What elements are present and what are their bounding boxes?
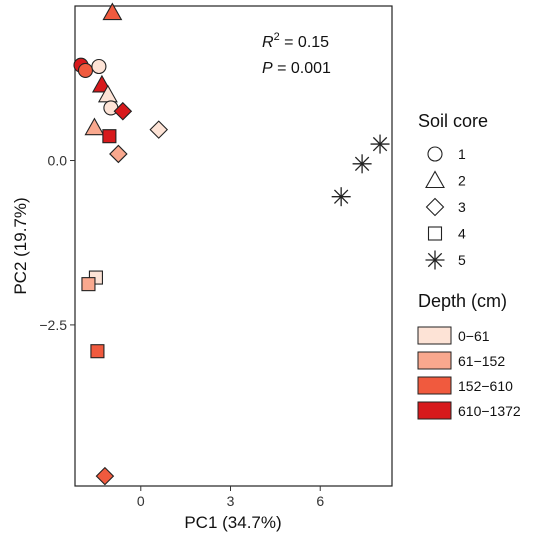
p-value-annotation: P = 0.001 bbox=[262, 60, 331, 77]
legend-soil-core-title: Soil core bbox=[418, 111, 488, 131]
data-point bbox=[102, 2, 123, 21]
y-axis-title: PC2 (19.7%) bbox=[11, 197, 30, 294]
legend-depth-swatch bbox=[417, 326, 452, 345]
legend-shape-key bbox=[427, 226, 443, 241]
legend-depth-swatch bbox=[417, 401, 452, 420]
legend-shape-key bbox=[425, 250, 445, 270]
legend-depth-swatch bbox=[417, 376, 452, 395]
r-squared-annotation: R2 = 0.15 bbox=[262, 31, 329, 51]
x-tick-label: 3 bbox=[227, 493, 235, 509]
data-point bbox=[113, 101, 133, 121]
legend-depth: Depth (cm) 0−61 61−152 152−610 610−1372 bbox=[417, 291, 521, 420]
legend-depth-title: Depth (cm) bbox=[418, 291, 507, 311]
legend-depth-label: 61−152 bbox=[458, 353, 505, 369]
data-point bbox=[91, 58, 107, 75]
legend-shape-key bbox=[425, 197, 445, 217]
x-tick-label: 6 bbox=[316, 493, 324, 509]
data-point bbox=[109, 144, 128, 164]
data-point bbox=[95, 466, 115, 486]
data-point bbox=[77, 62, 94, 78]
x-axis-title: PC1 (34.7%) bbox=[184, 513, 281, 532]
data-point bbox=[149, 120, 169, 139]
data-point bbox=[352, 154, 372, 174]
x-tick-label: 0 bbox=[137, 493, 145, 509]
y-tick-label: 0.0 bbox=[48, 153, 68, 169]
legend-soil-core-label: 3 bbox=[458, 199, 466, 215]
data-point bbox=[370, 134, 390, 154]
data-point bbox=[81, 277, 96, 292]
points-layer bbox=[73, 2, 390, 486]
legend-soil-core-label: 4 bbox=[458, 226, 466, 242]
legend-shape-key bbox=[427, 146, 443, 162]
legend-shape-key bbox=[425, 170, 445, 189]
legend-soil-core-label: 5 bbox=[458, 252, 466, 268]
legend-depth-label: 610−1372 bbox=[458, 403, 521, 419]
legend-soil-core-label: 2 bbox=[458, 173, 466, 189]
ticks-layer: 0 3 6 0.0 −2.5 bbox=[39, 153, 324, 509]
legend-soil-core: Soil core 1 2 3 4 5 bbox=[418, 111, 488, 270]
legend-depth-label: 0−61 bbox=[458, 328, 490, 344]
plot-panel bbox=[74, 5, 393, 487]
data-point bbox=[90, 344, 105, 359]
y-tick-label: −2.5 bbox=[39, 317, 67, 333]
legend-depth-swatch bbox=[417, 351, 452, 370]
data-point bbox=[331, 187, 351, 207]
legend-soil-core-label: 1 bbox=[458, 146, 466, 162]
data-point bbox=[84, 117, 105, 136]
data-point bbox=[102, 129, 117, 144]
legend-depth-label: 152−610 bbox=[458, 378, 513, 394]
